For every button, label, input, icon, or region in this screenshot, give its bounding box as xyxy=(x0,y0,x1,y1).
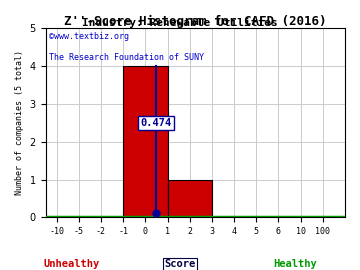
Text: Score: Score xyxy=(165,259,195,269)
Text: Industry: Renewable Utilities: Industry: Renewable Utilities xyxy=(82,18,278,28)
Text: The Research Foundation of SUNY: The Research Foundation of SUNY xyxy=(49,53,203,62)
Text: ©www.textbiz.org: ©www.textbiz.org xyxy=(49,32,129,41)
Text: 0.474: 0.474 xyxy=(140,118,171,128)
Bar xyxy=(123,66,167,217)
Text: Healthy: Healthy xyxy=(273,259,317,269)
Text: Unhealthy: Unhealthy xyxy=(43,259,99,269)
Bar xyxy=(167,180,212,217)
Y-axis label: Number of companies (5 total): Number of companies (5 total) xyxy=(15,50,24,195)
Title: Z''-Score Histogram for CAFD (2016): Z''-Score Histogram for CAFD (2016) xyxy=(64,15,327,28)
